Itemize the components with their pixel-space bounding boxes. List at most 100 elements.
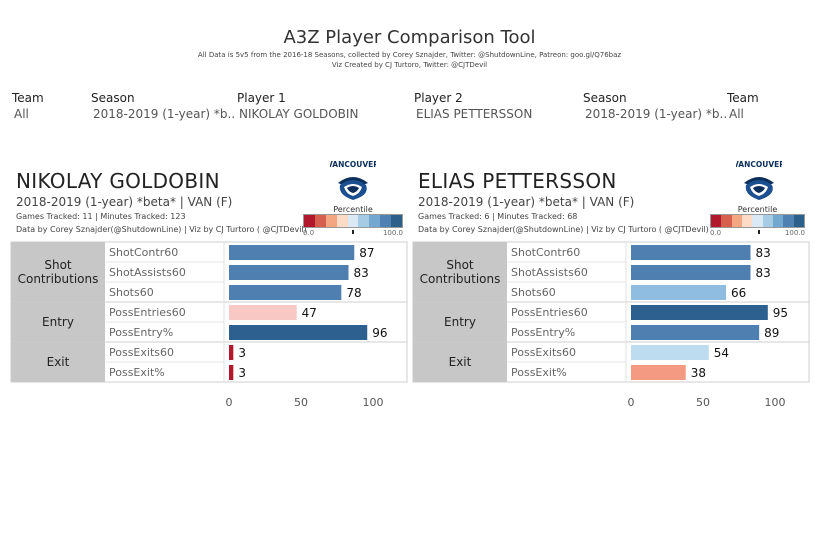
player-1-name: NIKOLAY GOLDOBIN bbox=[16, 169, 220, 193]
legend-swatch bbox=[369, 215, 381, 227]
filter-value[interactable]: 2018-2019 (1-year) *b.. bbox=[93, 107, 236, 121]
legend-title: Percentile bbox=[737, 205, 778, 214]
page-subtitle: All Data is 5v5 from the 2016-18 Seasons… bbox=[197, 51, 622, 59]
x-tick-label: 50 bbox=[696, 396, 710, 409]
filter-label: Team bbox=[12, 91, 44, 105]
legend-marker bbox=[352, 230, 354, 234]
data-label: 89 bbox=[764, 326, 779, 340]
data-label: 54 bbox=[714, 346, 729, 360]
filter-team-2[interactable]: Team All bbox=[727, 91, 759, 121]
player-2-info: 2018-2019 (1-year) *beta* | VAN (F) bbox=[418, 195, 635, 209]
metric-label: PossExit% bbox=[109, 366, 165, 379]
metric-label: Shots60 bbox=[511, 286, 556, 299]
metric-label: Shots60 bbox=[109, 286, 154, 299]
legend-title: Percentile bbox=[333, 205, 373, 214]
metric-label: ShotContr60 bbox=[511, 246, 580, 259]
legend-color-scale bbox=[303, 214, 403, 228]
bar bbox=[631, 305, 768, 320]
legend-swatch bbox=[762, 215, 773, 227]
bar bbox=[229, 325, 368, 340]
x-tick-label: 0 bbox=[628, 396, 635, 409]
bar bbox=[631, 245, 751, 260]
data-label: 38 bbox=[691, 366, 706, 380]
logo-wordmark: VANCOUVER bbox=[736, 160, 782, 169]
player-1-info: 2018-2019 (1-year) *beta* | VAN (F) bbox=[16, 195, 233, 209]
data-label: 83 bbox=[756, 246, 771, 260]
percentile-legend-1: Percentile 0.0 100.0 bbox=[303, 205, 403, 237]
player-1-credit: Data by Corey Sznajder(@ShutdownLine) | … bbox=[16, 225, 307, 234]
category-label: Shot bbox=[446, 258, 474, 272]
x-tick-label: 50 bbox=[294, 396, 308, 409]
filter-value[interactable]: All bbox=[729, 107, 744, 121]
filter-label: Season bbox=[583, 91, 627, 105]
logo-wordmark: VANCOUVER bbox=[330, 160, 376, 169]
category-label: Shot bbox=[44, 258, 72, 272]
legend-swatch bbox=[721, 215, 732, 227]
category-label: Contributions bbox=[18, 272, 99, 286]
legend-swatch bbox=[752, 215, 763, 227]
filter-value[interactable]: ELIAS PETTERSSON bbox=[416, 107, 533, 121]
metric-label: ShotContr60 bbox=[109, 246, 178, 259]
page-credit: Viz Created by CJ Turtoro, Twitter: @CJT… bbox=[331, 61, 488, 69]
legend-swatch bbox=[741, 215, 753, 227]
bar bbox=[229, 345, 234, 360]
metric-label: PossExit% bbox=[511, 366, 567, 379]
category-cell bbox=[413, 302, 507, 342]
data-label: 95 bbox=[773, 306, 788, 320]
data-label: 96 bbox=[372, 326, 387, 340]
data-label: 47 bbox=[302, 306, 317, 320]
legend-swatch bbox=[347, 215, 359, 227]
player-2-name: ELIAS PETTERSSON bbox=[418, 169, 617, 193]
category-cell bbox=[413, 242, 507, 302]
bar bbox=[229, 365, 234, 380]
category-label: Exit bbox=[47, 355, 70, 369]
filter-value[interactable]: 2018-2019 (1-year) *b.. bbox=[585, 107, 728, 121]
legend-swatch bbox=[314, 215, 326, 227]
data-label: 87 bbox=[359, 246, 374, 260]
metric-label: PossEntries60 bbox=[511, 306, 588, 319]
legend-swatch bbox=[358, 215, 370, 227]
bar bbox=[631, 365, 686, 380]
legend-swatch bbox=[783, 215, 794, 227]
page-title: A3Z Player Comparison Tool bbox=[283, 27, 536, 48]
filter-value[interactable]: All bbox=[14, 107, 29, 121]
metric-label: PossEntries60 bbox=[109, 306, 186, 319]
filter-label: Player 1 bbox=[237, 91, 286, 105]
legend-min-label: 0.0 bbox=[303, 229, 315, 237]
filter-label: Player 2 bbox=[414, 91, 463, 105]
x-tick-label: 0 bbox=[226, 396, 233, 409]
canucks-logo-icon: VANCOUVER bbox=[327, 157, 379, 205]
player-2-credit: Data by Corey Sznajder(@ShutdownLine) | … bbox=[418, 225, 709, 234]
filter-label: Team bbox=[727, 91, 759, 105]
legend-marker bbox=[758, 230, 760, 234]
filter-player-2[interactable]: Player 2 ELIAS PETTERSSON bbox=[414, 91, 532, 121]
bar bbox=[631, 345, 709, 360]
category-cell bbox=[11, 302, 105, 342]
filter-value[interactable]: NIKOLAY GOLDOBIN bbox=[239, 107, 359, 121]
filter-label: Season bbox=[91, 91, 135, 105]
filter-player-1[interactable]: Player 1 NIKOLAY GOLDOBIN bbox=[237, 91, 358, 121]
legend-swatch bbox=[772, 215, 784, 227]
bar bbox=[631, 285, 727, 300]
player-1-games: Games Tracked: 11 | Minutes Tracked: 123 bbox=[16, 212, 186, 221]
legend-swatch bbox=[325, 215, 337, 227]
data-label: 3 bbox=[238, 346, 246, 360]
legend-swatch bbox=[391, 215, 403, 227]
category-label: Entry bbox=[444, 315, 476, 329]
category-label: Entry bbox=[42, 315, 74, 329]
bar bbox=[229, 245, 355, 260]
bar bbox=[229, 285, 342, 300]
data-label: 66 bbox=[731, 286, 746, 300]
legend-max-label: 100.0 bbox=[382, 229, 403, 237]
filter-season-2[interactable]: Season 2018-2019 (1-year) *b.. bbox=[583, 91, 727, 121]
metric-label: ShotAssists60 bbox=[511, 266, 588, 279]
legend-swatch bbox=[731, 215, 742, 227]
filter-team-1[interactable]: Team All bbox=[12, 91, 44, 121]
bar bbox=[229, 305, 297, 320]
filter-season-1[interactable]: Season 2018-2019 (1-year) *b.. bbox=[91, 91, 235, 121]
legend-swatch bbox=[793, 215, 804, 227]
legend-min-label: 0.0 bbox=[710, 229, 722, 237]
x-tick-label: 100 bbox=[765, 396, 786, 409]
